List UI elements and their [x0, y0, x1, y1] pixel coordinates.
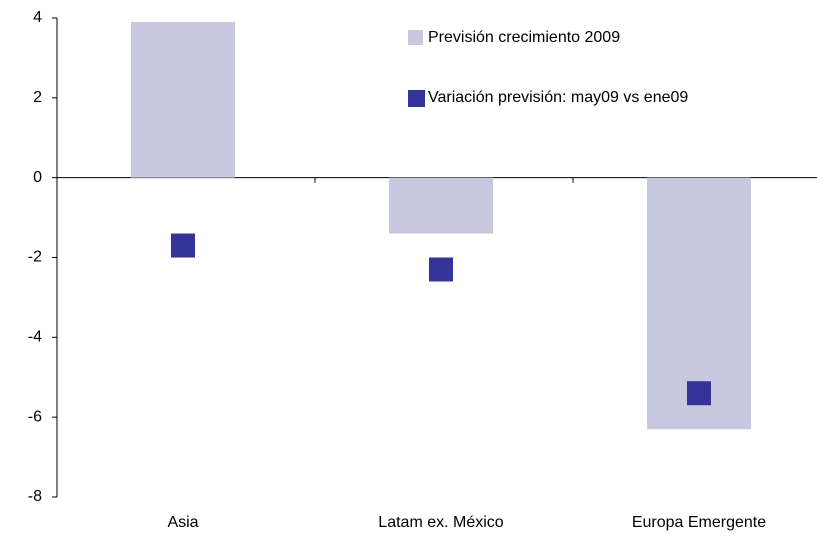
marker	[429, 257, 453, 282]
x-tick-label: Europa Emergente	[632, 514, 766, 531]
x-tick-label: Latam ex. México	[378, 514, 503, 531]
y-tick-label: 0	[33, 169, 42, 186]
y-tick-label: 2	[33, 89, 42, 106]
marker	[171, 233, 195, 258]
legend-swatch	[408, 30, 423, 45]
legend-swatch	[408, 90, 425, 107]
y-tick-label: -6	[28, 408, 42, 425]
x-tick-label: Asia	[167, 514, 198, 531]
legend-label: Previsión crecimiento 2009	[428, 29, 621, 46]
marker	[687, 381, 711, 406]
bar	[389, 177, 493, 234]
y-tick-label: -4	[28, 329, 42, 346]
bar	[131, 21, 235, 178]
y-tick-label: -8	[28, 488, 42, 505]
y-tick-label: 4	[33, 9, 42, 26]
y-tick-label: -2	[28, 249, 42, 266]
legend-label: Variación previsión: may09 vs ene09	[428, 89, 689, 106]
